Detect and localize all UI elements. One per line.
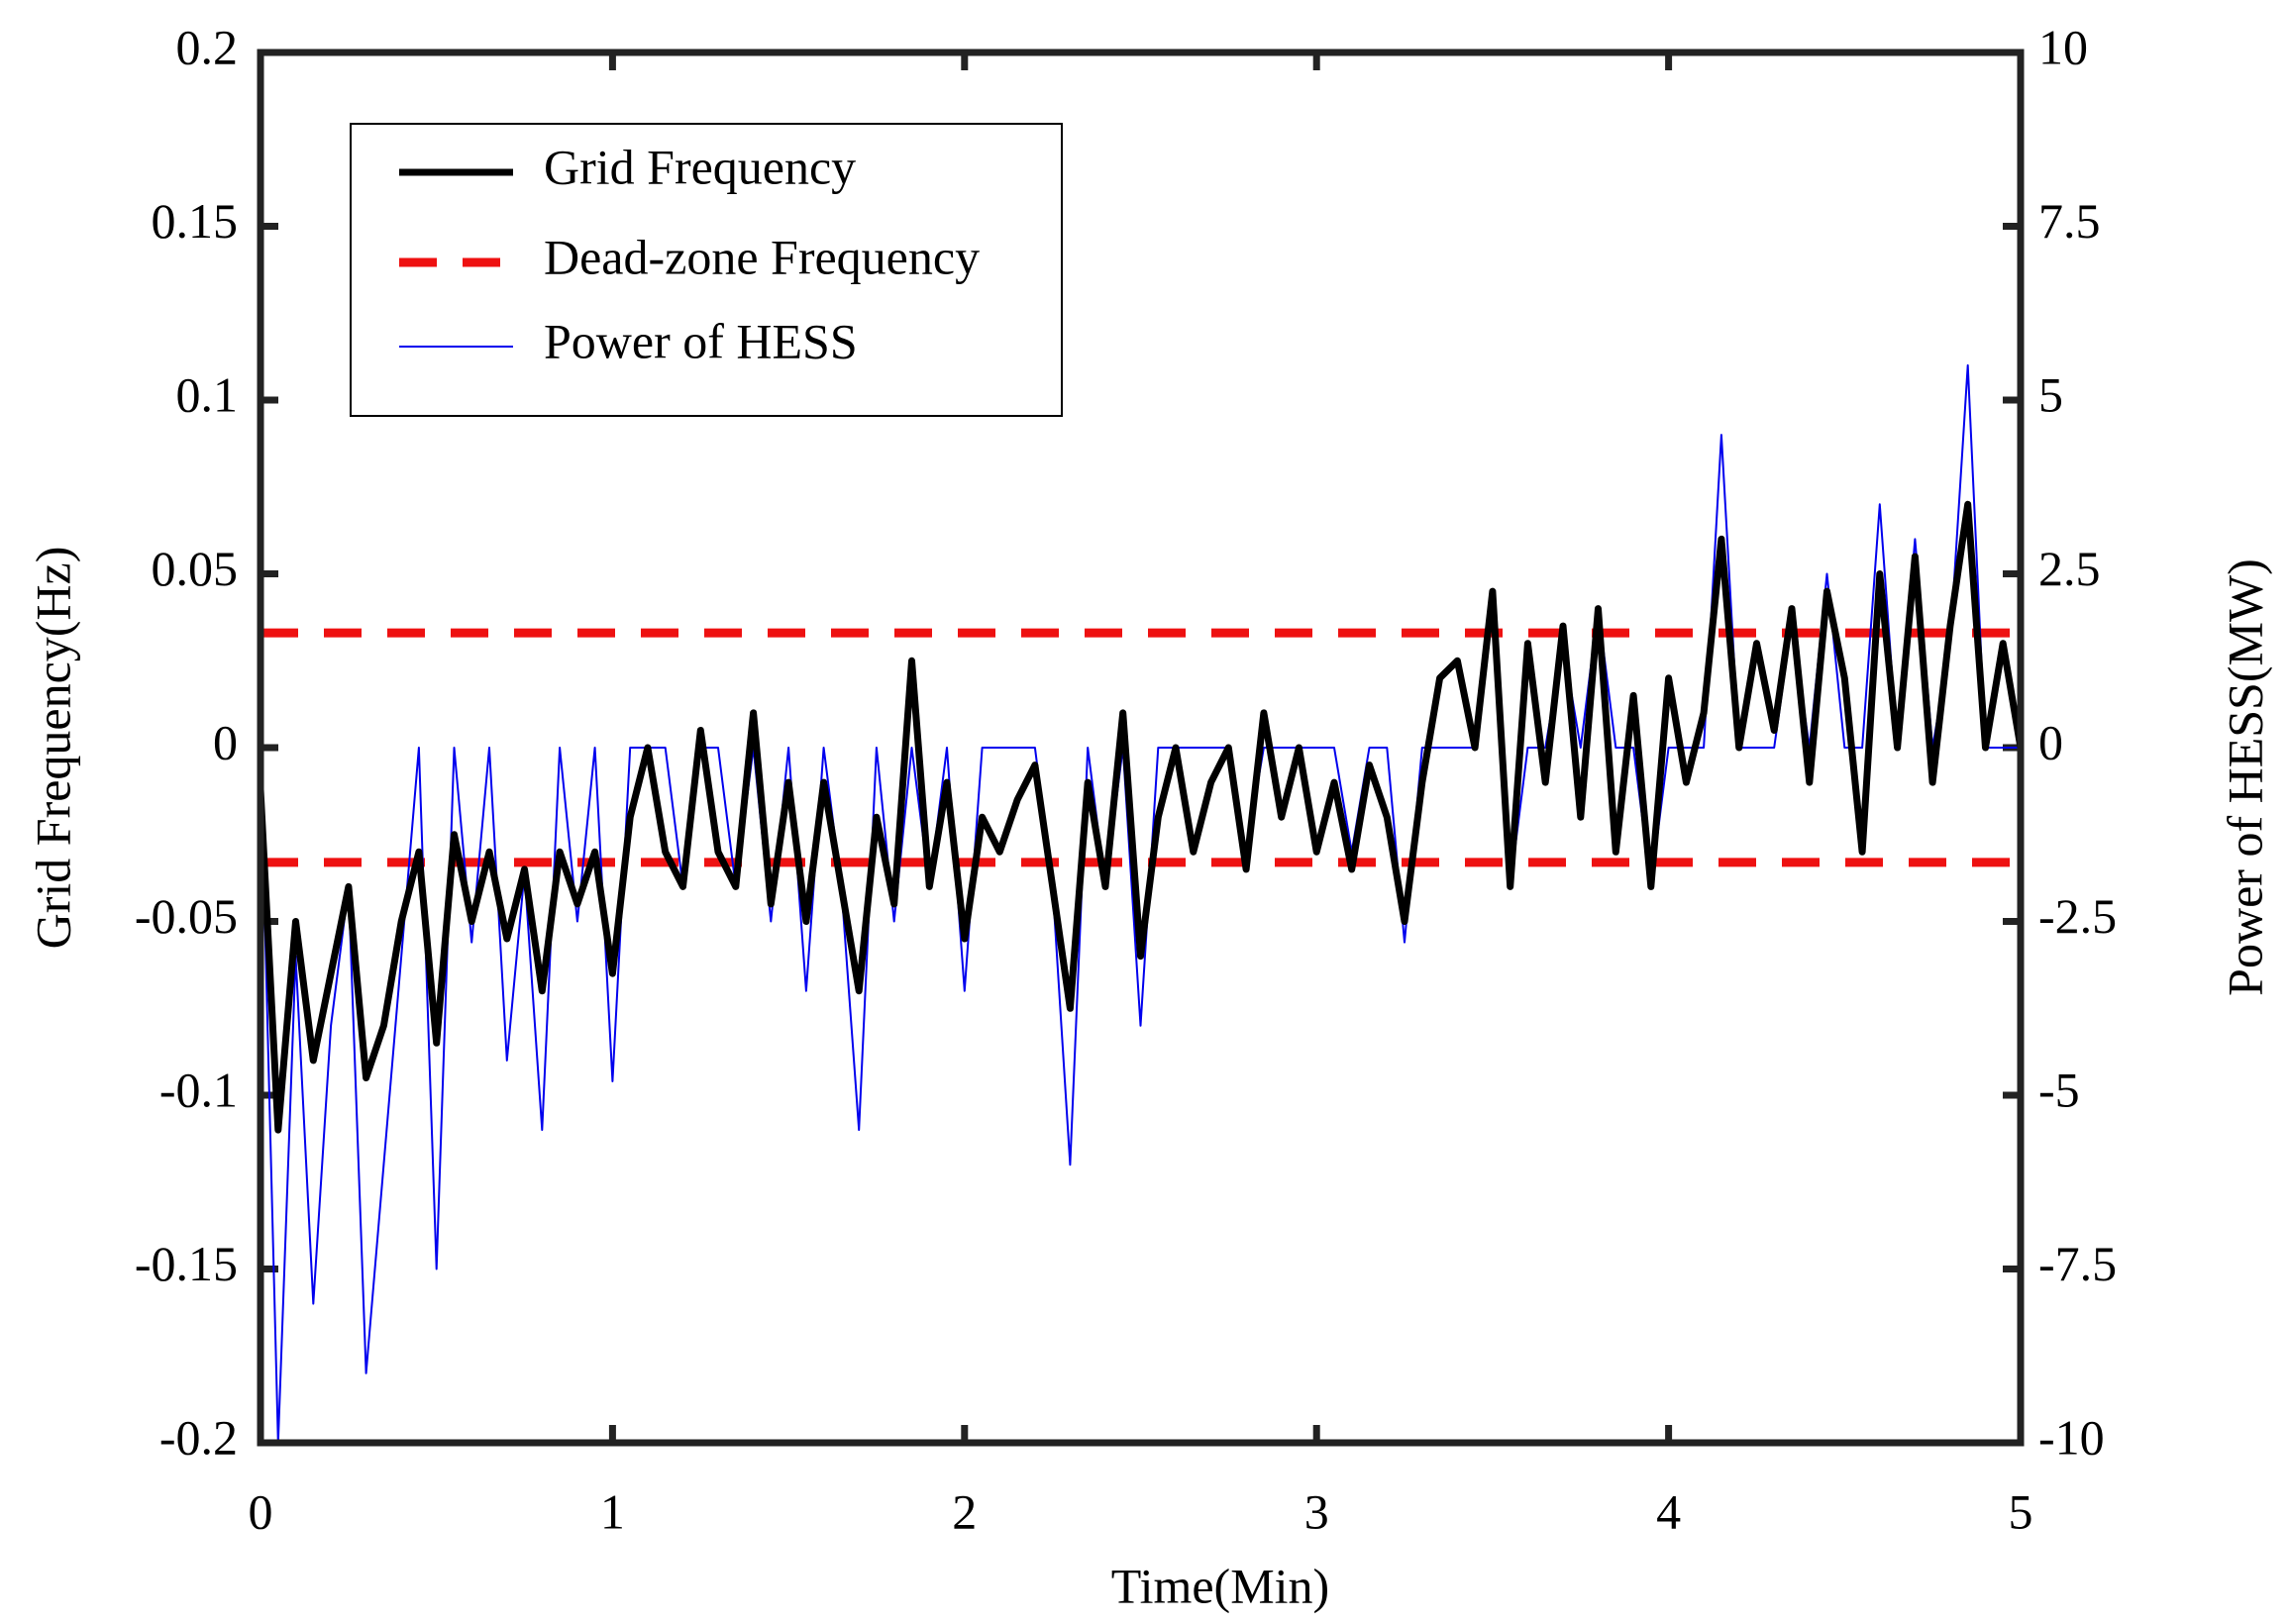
y-tick-label: -0.15 [135, 1236, 238, 1291]
y2-tick-label: -10 [2038, 1409, 2105, 1465]
legend-label: Dead-zone Frequency [544, 229, 980, 284]
x-tick-label: 0 [249, 1483, 273, 1539]
plot-frame [257, 49, 2025, 1447]
y2-tick-label: 7.5 [2038, 193, 2101, 249]
x-tick-label: 5 [2009, 1483, 2033, 1539]
x-tick-label: 2 [952, 1483, 977, 1539]
y-tick-label: 0 [213, 714, 238, 769]
y2-tick-label: -7.5 [2038, 1236, 2117, 1291]
x-axis-label: Time(Min) [1111, 1558, 1329, 1613]
x-tick-label: 4 [1656, 1483, 1681, 1539]
y-tick-label: 0.15 [152, 193, 239, 249]
legend-label: Grid Frequency [544, 139, 856, 194]
y2-tick-label: 0 [2038, 714, 2063, 769]
y2-tick-label: 2.5 [2038, 541, 2101, 596]
y-tick-label: -0.2 [159, 1409, 238, 1465]
y2-tick-label: 10 [2038, 19, 2088, 74]
y-tick-label: 0.2 [176, 19, 239, 74]
y2-axis-label: Power of HESS(MW) [2217, 558, 2272, 996]
y-tick-label: 0.05 [152, 541, 239, 596]
x-tick-label: 3 [1304, 1483, 1329, 1539]
y2-tick-label: -2.5 [2038, 888, 2117, 944]
y-tick-label: -0.1 [159, 1062, 238, 1117]
x-tick-label: 1 [600, 1483, 625, 1539]
series-line [260, 500, 2021, 1134]
y2-tick-label: -5 [2038, 1062, 2080, 1117]
y-tick-label: -0.05 [135, 888, 238, 944]
y2-tick-label: 5 [2038, 366, 2063, 422]
legend-label: Power of HESS [544, 313, 858, 368]
series-line [260, 363, 2021, 1443]
y-tick-label: 0.1 [176, 366, 239, 422]
y-axis-label: Grid Frequency(Hz) [25, 547, 80, 950]
